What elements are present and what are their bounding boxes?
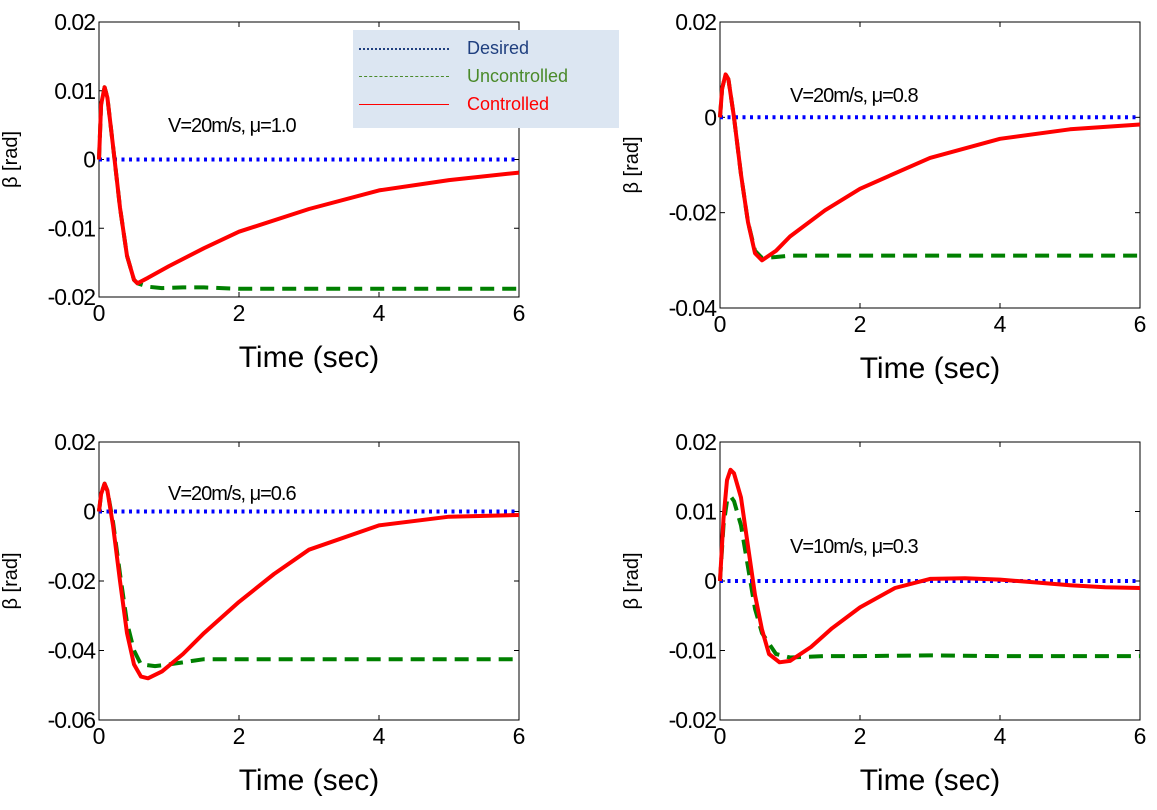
legend-swatch-desired — [359, 48, 449, 50]
x-tick-label: 4 — [994, 723, 1007, 749]
panel-annotation: V=10m/s, μ=0.3 — [790, 536, 918, 558]
legend-item-desired: Desired — [353, 36, 619, 62]
y-axis-label: β [rad] — [0, 552, 22, 609]
y-tick-label: 0 — [704, 568, 716, 594]
panel-annotation: V=20m/s, μ=1.0 — [168, 115, 296, 137]
subplot-3: -0.06 -0.04 -0.02 0 0.02 0 2 4 6 V=20m/s, μ=0.6 Ti… — [0, 429, 525, 797]
panel-annotation: V=20m/s, μ=0.6 — [168, 483, 296, 505]
y-tick-label: -0.02 — [669, 200, 717, 226]
legend-label-desired: Desired — [467, 38, 530, 58]
y-tick-label: 0.01 — [675, 499, 716, 525]
y-tick-label: 0.02 — [675, 429, 716, 455]
x-tick-label: 4 — [373, 300, 386, 326]
x-tick-label: 0 — [714, 723, 727, 749]
y-tick-label: 0 — [704, 104, 716, 130]
y-axis-label: β [rad] — [0, 131, 22, 188]
legend-item-controlled: Controlled — [353, 92, 619, 118]
x-tick-label: 2 — [854, 311, 867, 337]
y-tick-label: 0.01 — [54, 78, 95, 104]
x-tick-label: 6 — [1134, 311, 1147, 337]
legend-label-controlled: Controlled — [467, 94, 550, 114]
y-tick-label: -0.02 — [48, 568, 96, 594]
x-axis-label: Time (sec) — [239, 341, 380, 374]
plot-frame — [719, 21, 1141, 309]
legend-item-uncontrolled: Uncontrolled — [353, 64, 619, 90]
x-tick-label: 2 — [233, 723, 246, 749]
y-tick-label: -0.01 — [669, 638, 717, 664]
legend: Desired Uncontrolled Controlled — [353, 30, 619, 128]
x-tick-label: 6 — [513, 300, 526, 326]
subplot-4: -0.02 -0.01 0 0.01 0.02 0 2 4 6 V=10m/s, μ=0.3 Tim… — [621, 429, 1146, 797]
x-tick-label: 6 — [513, 723, 526, 749]
y-tick-label: 0.02 — [54, 429, 95, 455]
series-line-controlled — [97, 85, 520, 286]
x-tick-label: 0 — [93, 723, 106, 749]
legend-swatch-controlled — [359, 104, 449, 105]
x-tick-label: 2 — [233, 300, 246, 326]
subplot-2: -0.04 -0.02 0 0.02 0 2 4 6 V=20m/s, μ=0.8 Time (s… — [621, 9, 1146, 385]
y-tick-label: -0.06 — [48, 707, 96, 733]
x-tick-label: 4 — [373, 723, 386, 749]
x-tick-label: 0 — [714, 311, 727, 337]
y-tick-label: 0 — [83, 147, 95, 173]
series-line-controlled — [718, 467, 1141, 665]
legend-swatch-uncontrolled — [359, 76, 449, 77]
x-tick-label: 4 — [994, 311, 1007, 337]
y-tick-label: 0.02 — [675, 9, 716, 35]
x-tick-label: 0 — [93, 300, 106, 326]
x-axis-label: Time (sec) — [860, 352, 1001, 385]
y-axis-label: β [rad] — [621, 552, 643, 609]
legend-label-uncontrolled: Uncontrolled — [467, 66, 569, 86]
y-tick-label: 0.02 — [54, 9, 95, 35]
x-axis-label: Time (sec) — [239, 764, 380, 797]
y-tick-label: 0 — [83, 499, 95, 525]
y-axis-label: β [rad] — [621, 136, 643, 193]
series-line-controlled — [718, 72, 1141, 263]
x-tick-label: 2 — [854, 723, 867, 749]
plot-frame — [98, 441, 520, 721]
y-tick-label: -0.01 — [48, 215, 96, 241]
x-tick-label: 6 — [1134, 723, 1147, 749]
y-tick-label: -0.02 — [669, 707, 717, 733]
x-axis-label: Time (sec) — [860, 764, 1001, 797]
y-tick-label: -0.02 — [48, 284, 96, 310]
series-line-controlled — [97, 481, 520, 681]
panel-annotation: V=20m/s, μ=0.8 — [790, 85, 918, 107]
y-tick-label: -0.04 — [669, 295, 718, 321]
y-tick-label: -0.04 — [48, 638, 97, 664]
